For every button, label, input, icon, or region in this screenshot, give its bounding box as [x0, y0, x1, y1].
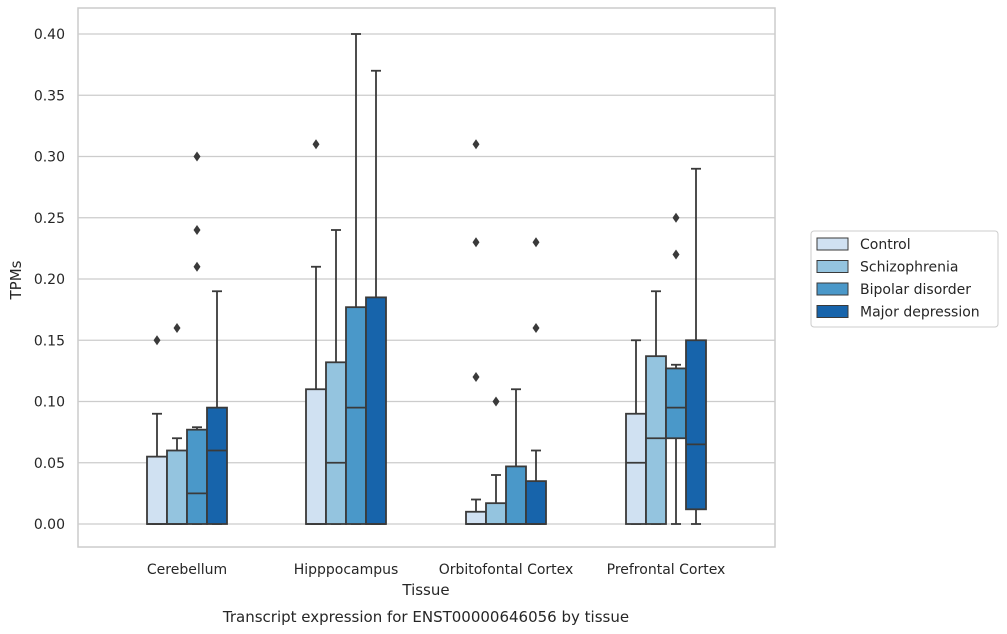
box-iqr	[625, 412, 647, 525]
box-iqr	[525, 480, 547, 525]
outlier-point	[472, 237, 480, 248]
legend-label: Control	[860, 237, 911, 253]
x-tick-label: Prefrontal Cortex	[607, 562, 726, 578]
outlier-point	[472, 372, 480, 382]
box-iqr	[685, 339, 707, 511]
box-control	[465, 139, 487, 525]
y-tick-label: 0.20	[34, 272, 65, 288]
box-iqr	[186, 428, 208, 525]
x-tick-label: Cerebellum	[147, 562, 227, 578]
box-iqr	[465, 510, 487, 525]
outlier-point	[672, 212, 680, 223]
outlier-point	[173, 323, 181, 333]
legend-swatch	[816, 237, 849, 251]
outlier-point	[193, 261, 201, 272]
outlier-point	[532, 237, 540, 248]
y-tick-label: 0.35	[34, 88, 65, 104]
y-tick-label: 0.10	[34, 395, 65, 411]
box-control	[146, 335, 168, 525]
outlier-point	[492, 396, 500, 407]
box-iqr	[325, 361, 347, 525]
box-major-depression	[685, 167, 707, 525]
legend-swatch	[816, 282, 849, 296]
box-control	[305, 139, 327, 525]
box-schizophrenia	[325, 229, 347, 525]
box-schizophrenia	[166, 323, 188, 525]
y-tick-label: 0.40	[34, 27, 65, 43]
box-iqr	[665, 367, 687, 440]
legend-swatch	[816, 305, 849, 318]
outlier-point	[153, 335, 161, 346]
outlier-point	[193, 151, 201, 162]
outlier-point	[532, 323, 540, 333]
x-axis-label: Tissue	[401, 581, 449, 599]
box-bipolar-disorder	[505, 388, 527, 525]
box-iqr	[505, 465, 527, 525]
box-iqr	[305, 388, 327, 525]
chart-title: Transcript expression for ENST0000064605…	[222, 608, 629, 626]
y-tick-label: 0.25	[34, 211, 65, 227]
x-axis-ticks: Cerebellum Hipppocampus Orbitofontal Corte…	[147, 562, 725, 578]
y-axis-ticks: 0.00 0.05 0.10 0.15 0.20 0.25 0.30 0.35 0.40	[34, 27, 65, 533]
outlier-point	[312, 139, 320, 150]
y-tick-label: 0.30	[34, 150, 65, 166]
box-iqr	[166, 449, 188, 525]
legend-label: Schizophrenia	[860, 260, 958, 276]
box-schizophrenia	[645, 290, 667, 525]
box-iqr	[345, 306, 367, 525]
legend-label: Major depression	[860, 305, 980, 321]
y-tick-label: 0.00	[34, 517, 65, 533]
box-iqr	[146, 455, 168, 525]
box-bipolar-disorder	[186, 151, 208, 525]
outlier-point	[472, 139, 480, 150]
box-major-depression	[525, 237, 547, 525]
legend: Control Schizophrenia Bipolar disorder Majo…	[810, 230, 999, 328]
box-iqr	[365, 296, 387, 525]
box-schizophrenia	[485, 396, 507, 525]
outlier-point	[672, 249, 680, 260]
box-iqr	[645, 355, 667, 525]
box-bipolar-disorder	[665, 212, 687, 525]
y-tick-label: 0.05	[34, 456, 65, 472]
legend-swatch	[816, 260, 849, 273]
x-tick-label: Hipppocampus	[294, 562, 399, 578]
y-tick-label: 0.15	[34, 333, 65, 349]
x-tick-label: Orbitofontal Cortex	[439, 562, 574, 578]
box-major-depression	[365, 69, 387, 525]
legend-frame	[810, 230, 999, 328]
box-major-depression	[206, 290, 228, 525]
box-iqr	[206, 406, 228, 525]
box-plot-series	[146, 33, 707, 525]
box-bipolar-disorder	[345, 33, 367, 525]
outlier-point	[193, 225, 201, 235]
legend-label: Bipolar disorder	[860, 282, 971, 298]
plot-frame	[77, 7, 776, 548]
box-control	[625, 339, 647, 525]
y-axis-label: TPMs	[7, 260, 25, 300]
box-iqr	[485, 502, 507, 525]
